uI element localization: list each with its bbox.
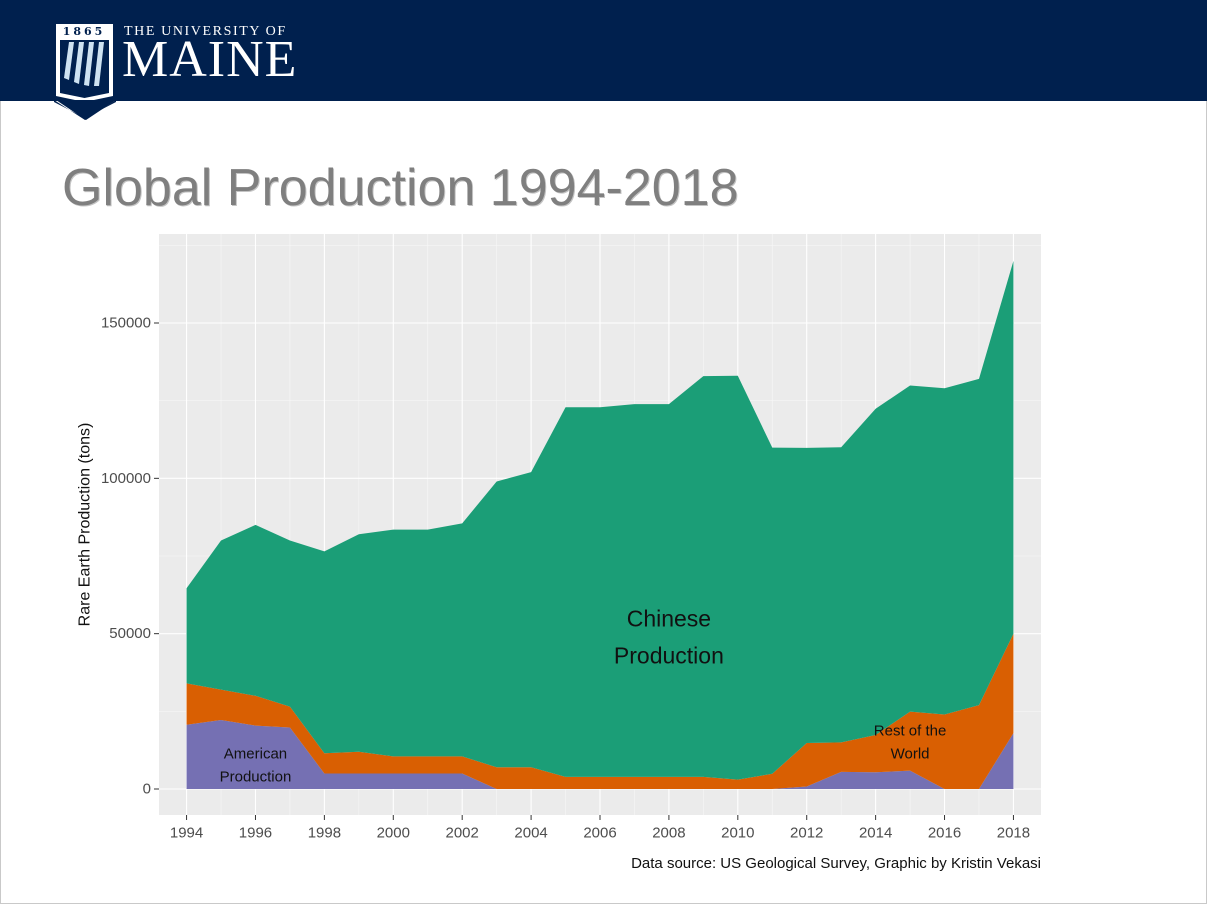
x-tick-label: 2012 [790,825,823,842]
x-axis: 1994 1996 1998 2000 2002 2004 2006 2008 2010 2012… [170,815,1030,842]
page-title: Global Production 1994-2018 [62,159,739,217]
data-source-note: Data source: US Geological Survey, Graph… [631,855,1041,872]
area-rest_of_world [186,633,1014,789]
area-labels: American Production Rest of the World Chines… [220,605,947,785]
y-tick-label: 100000 [101,470,151,487]
y-axis: 0 50000 100000 150000 [101,315,159,798]
x-tick-label: 2014 [859,825,892,842]
x-tick-label: 2010 [721,825,754,842]
y-axis-title: Rare Earth Production (tons) [77,423,94,627]
university-logo: 1865 THE UNIVERSITY OF MAINE [54,22,314,122]
area-american [186,720,1014,789]
y-tick-label: 50000 [109,625,151,642]
y-tick-label: 150000 [101,315,151,332]
logo-established-year: 1865 [62,25,106,38]
area-label-chinese: Production [614,642,724,668]
y-tick-label: 0 [143,781,151,798]
x-tick-label: 1994 [170,825,203,842]
x-tick-label: 2008 [652,825,685,842]
area-chinese [186,260,1014,780]
x-tick-label: 2018 [997,825,1030,842]
x-tick-label: 2006 [583,825,616,842]
area-label-american: Production [220,769,292,786]
x-tick-label: 2002 [446,825,479,842]
logo-university-text: THE UNIVERSITY OF [124,24,287,39]
x-tick-label: 1998 [308,825,341,842]
logo-maine-text: MAINE [122,31,298,88]
area-label-chinese: Chinese [627,605,711,631]
shield-icon [54,24,116,120]
area-label-rest_of_world: Rest of the [874,722,947,739]
header-banner: 1865 THE UNIVERSITY OF MAINE [0,0,1207,120]
stacked-areas [186,260,1014,789]
x-tick-label: 2000 [377,825,410,842]
x-tick-label: 2016 [928,825,961,842]
x-tick-label: 1996 [239,825,272,842]
area-label-american: American [224,746,287,763]
banner-tab-icon [56,100,116,120]
x-tick-label: 2004 [514,825,547,842]
area-label-rest_of_world: World [891,745,930,762]
